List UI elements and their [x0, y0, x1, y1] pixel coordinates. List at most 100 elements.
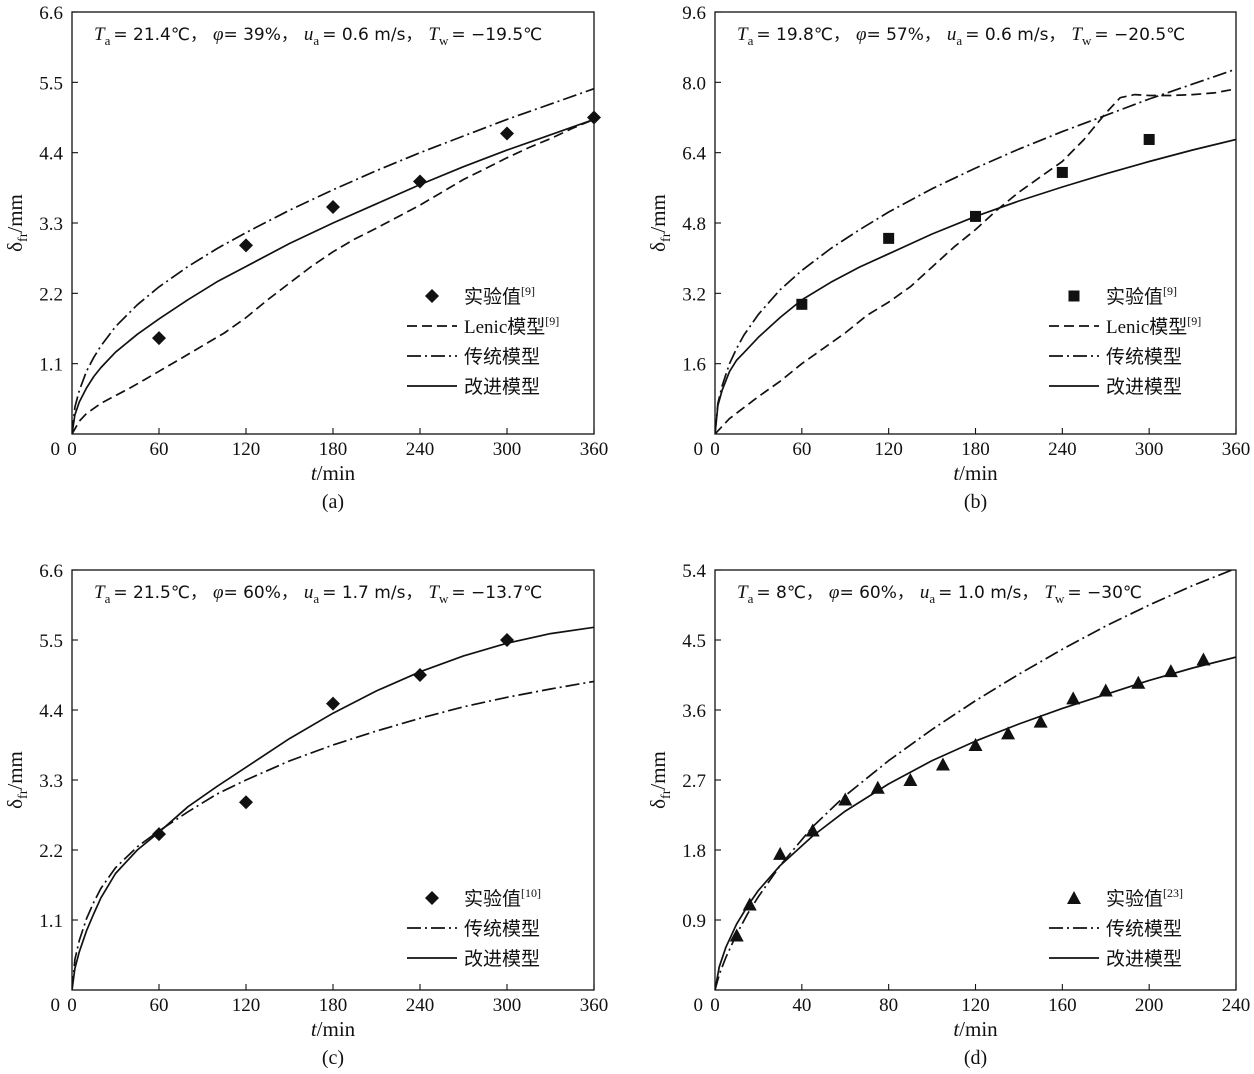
- y-tick-label: 1.1: [39, 355, 63, 376]
- legend-label: 传统模型: [1106, 918, 1182, 940]
- legend-label: 传统模型: [464, 918, 540, 940]
- y-tick-label: 9.6: [682, 3, 706, 24]
- x-axis-label: t/min: [953, 1017, 998, 1041]
- x-tick-label: 240: [1222, 995, 1251, 1016]
- x-tick-label: 160: [1048, 995, 1077, 1016]
- x-tick-label: 180: [319, 995, 348, 1016]
- y-tick-label: 6.6: [39, 3, 63, 24]
- x-tick-label: 360: [1222, 439, 1251, 460]
- data-point: [1066, 691, 1081, 705]
- data-point: [326, 696, 340, 711]
- y-tick-label: 1.1: [39, 911, 63, 932]
- series-line-dashed: [715, 88, 1236, 434]
- data-point: [1196, 652, 1211, 666]
- y-tick-label: 3.6: [682, 701, 706, 722]
- y-tick-label: 0: [694, 995, 704, 1016]
- x-tick-label: 80: [879, 995, 898, 1016]
- y-tick-label: 3.3: [39, 214, 63, 235]
- y-tick-label: 4.5: [682, 631, 706, 652]
- y-tick-label: 8.0: [682, 73, 706, 94]
- x-tick-label: 40: [792, 995, 811, 1016]
- panel-caption: (b): [964, 491, 987, 513]
- legend-label: 改进模型: [464, 376, 540, 398]
- data-point: [796, 298, 808, 310]
- legend-marker: [425, 289, 439, 303]
- legend-marker: [1068, 290, 1080, 302]
- data-point: [587, 110, 601, 125]
- x-tick-label: 0: [67, 995, 77, 1016]
- legend-label: 传统模型: [1106, 346, 1182, 368]
- y-tick-label: 6.6: [39, 561, 63, 582]
- series-line-dashdot: [72, 87, 594, 434]
- data-point: [152, 331, 166, 346]
- y-axis-label: δfr/mm: [3, 751, 31, 809]
- data-point: [968, 738, 983, 751]
- data-point: [413, 668, 427, 682]
- y-tick-label: 3.3: [39, 771, 63, 792]
- series-line-solid: [72, 626, 594, 990]
- data-point: [838, 792, 853, 806]
- legend-marker: [425, 891, 439, 905]
- x-tick-label: 0: [67, 439, 77, 460]
- conditions-text: Ta = 19.8℃， φ= 57%， ua = 0.6 m/s， Tw = −20.5℃: [737, 24, 1185, 48]
- series-line-solid: [715, 138, 1236, 434]
- x-tick-label: 120: [874, 439, 903, 460]
- x-tick-label: 300: [493, 995, 522, 1016]
- y-tick-label: 1.8: [682, 841, 706, 862]
- y-tick-label: 1.6: [682, 355, 706, 376]
- data-point: [326, 200, 340, 215]
- x-tick-label: 240: [406, 995, 435, 1016]
- y-tick-label: 5.4: [682, 561, 706, 582]
- legend-label: 传统模型: [464, 346, 540, 368]
- y-tick-label: 2.2: [39, 284, 63, 305]
- data-point: [1143, 133, 1155, 145]
- y-tick-label: 0.9: [682, 911, 706, 932]
- y-axis-label: δfr/mm: [646, 194, 674, 252]
- panel-caption: (a): [322, 491, 344, 513]
- data-point: [1056, 166, 1068, 178]
- x-tick-label: 240: [406, 439, 435, 460]
- x-tick-label: 180: [319, 439, 348, 460]
- panel-b: 0 60 120 180 240 300 360 0 1.6 3.2 4.8 6.4 8.0 9.6 t/m…: [646, 3, 1250, 513]
- data-point: [773, 846, 788, 860]
- series-line-dashed: [72, 118, 594, 434]
- data-point: [805, 823, 820, 837]
- series-line-dashdot: [715, 68, 1236, 434]
- plot-frame: [714, 11, 1237, 435]
- x-axis-label: t/min: [311, 461, 356, 485]
- series-line-dashdot: [72, 680, 594, 990]
- x-tick-label: 0: [710, 995, 720, 1016]
- data-point: [1001, 726, 1016, 740]
- x-tick-label: 120: [961, 995, 990, 1016]
- x-tick-label: 60: [150, 439, 169, 460]
- panel-a: 0 60 120 180 240 300 360 0 1.1 2.2 3.3 4.4 5.5 6.6 t/m…: [3, 3, 608, 513]
- y-tick-label: 4.4: [39, 701, 63, 722]
- data-point: [1033, 714, 1048, 728]
- y-tick-label: 2.7: [682, 771, 706, 792]
- x-tick-label: 60: [150, 995, 169, 1016]
- legend-label: 改进模型: [1106, 948, 1182, 970]
- y-tick-label: 5.5: [39, 631, 63, 652]
- legend-marker: [1067, 891, 1081, 904]
- x-tick-label: 60: [792, 439, 811, 460]
- x-tick-label: 0: [710, 439, 720, 460]
- data-point: [903, 773, 918, 786]
- data-point: [239, 795, 253, 810]
- y-tick-label: 3.2: [682, 284, 706, 305]
- panel-caption: (d): [964, 1047, 987, 1069]
- y-axis-label: δfr/mm: [3, 194, 31, 252]
- legend-label: 实验值[9]: [464, 284, 535, 308]
- x-tick-label: 360: [580, 995, 609, 1016]
- series-line-dashdot: [715, 570, 1235, 990]
- data-point: [883, 232, 895, 244]
- panel-c: 0 60 120 180 240 300 360 0 1.1 2.2 3.3 4.4 5.5 6.6 t/m…: [3, 561, 608, 1069]
- y-tick-label: 0: [51, 439, 61, 460]
- series-line-solid: [715, 656, 1236, 990]
- series-line-solid: [72, 118, 594, 434]
- y-tick-label: 6.4: [682, 144, 706, 165]
- y-tick-label: 0: [694, 439, 704, 460]
- legend-label: 实验值[23]: [1106, 886, 1183, 910]
- y-tick-label: 4.4: [39, 144, 63, 165]
- data-point: [935, 757, 950, 771]
- x-tick-label: 360: [580, 439, 609, 460]
